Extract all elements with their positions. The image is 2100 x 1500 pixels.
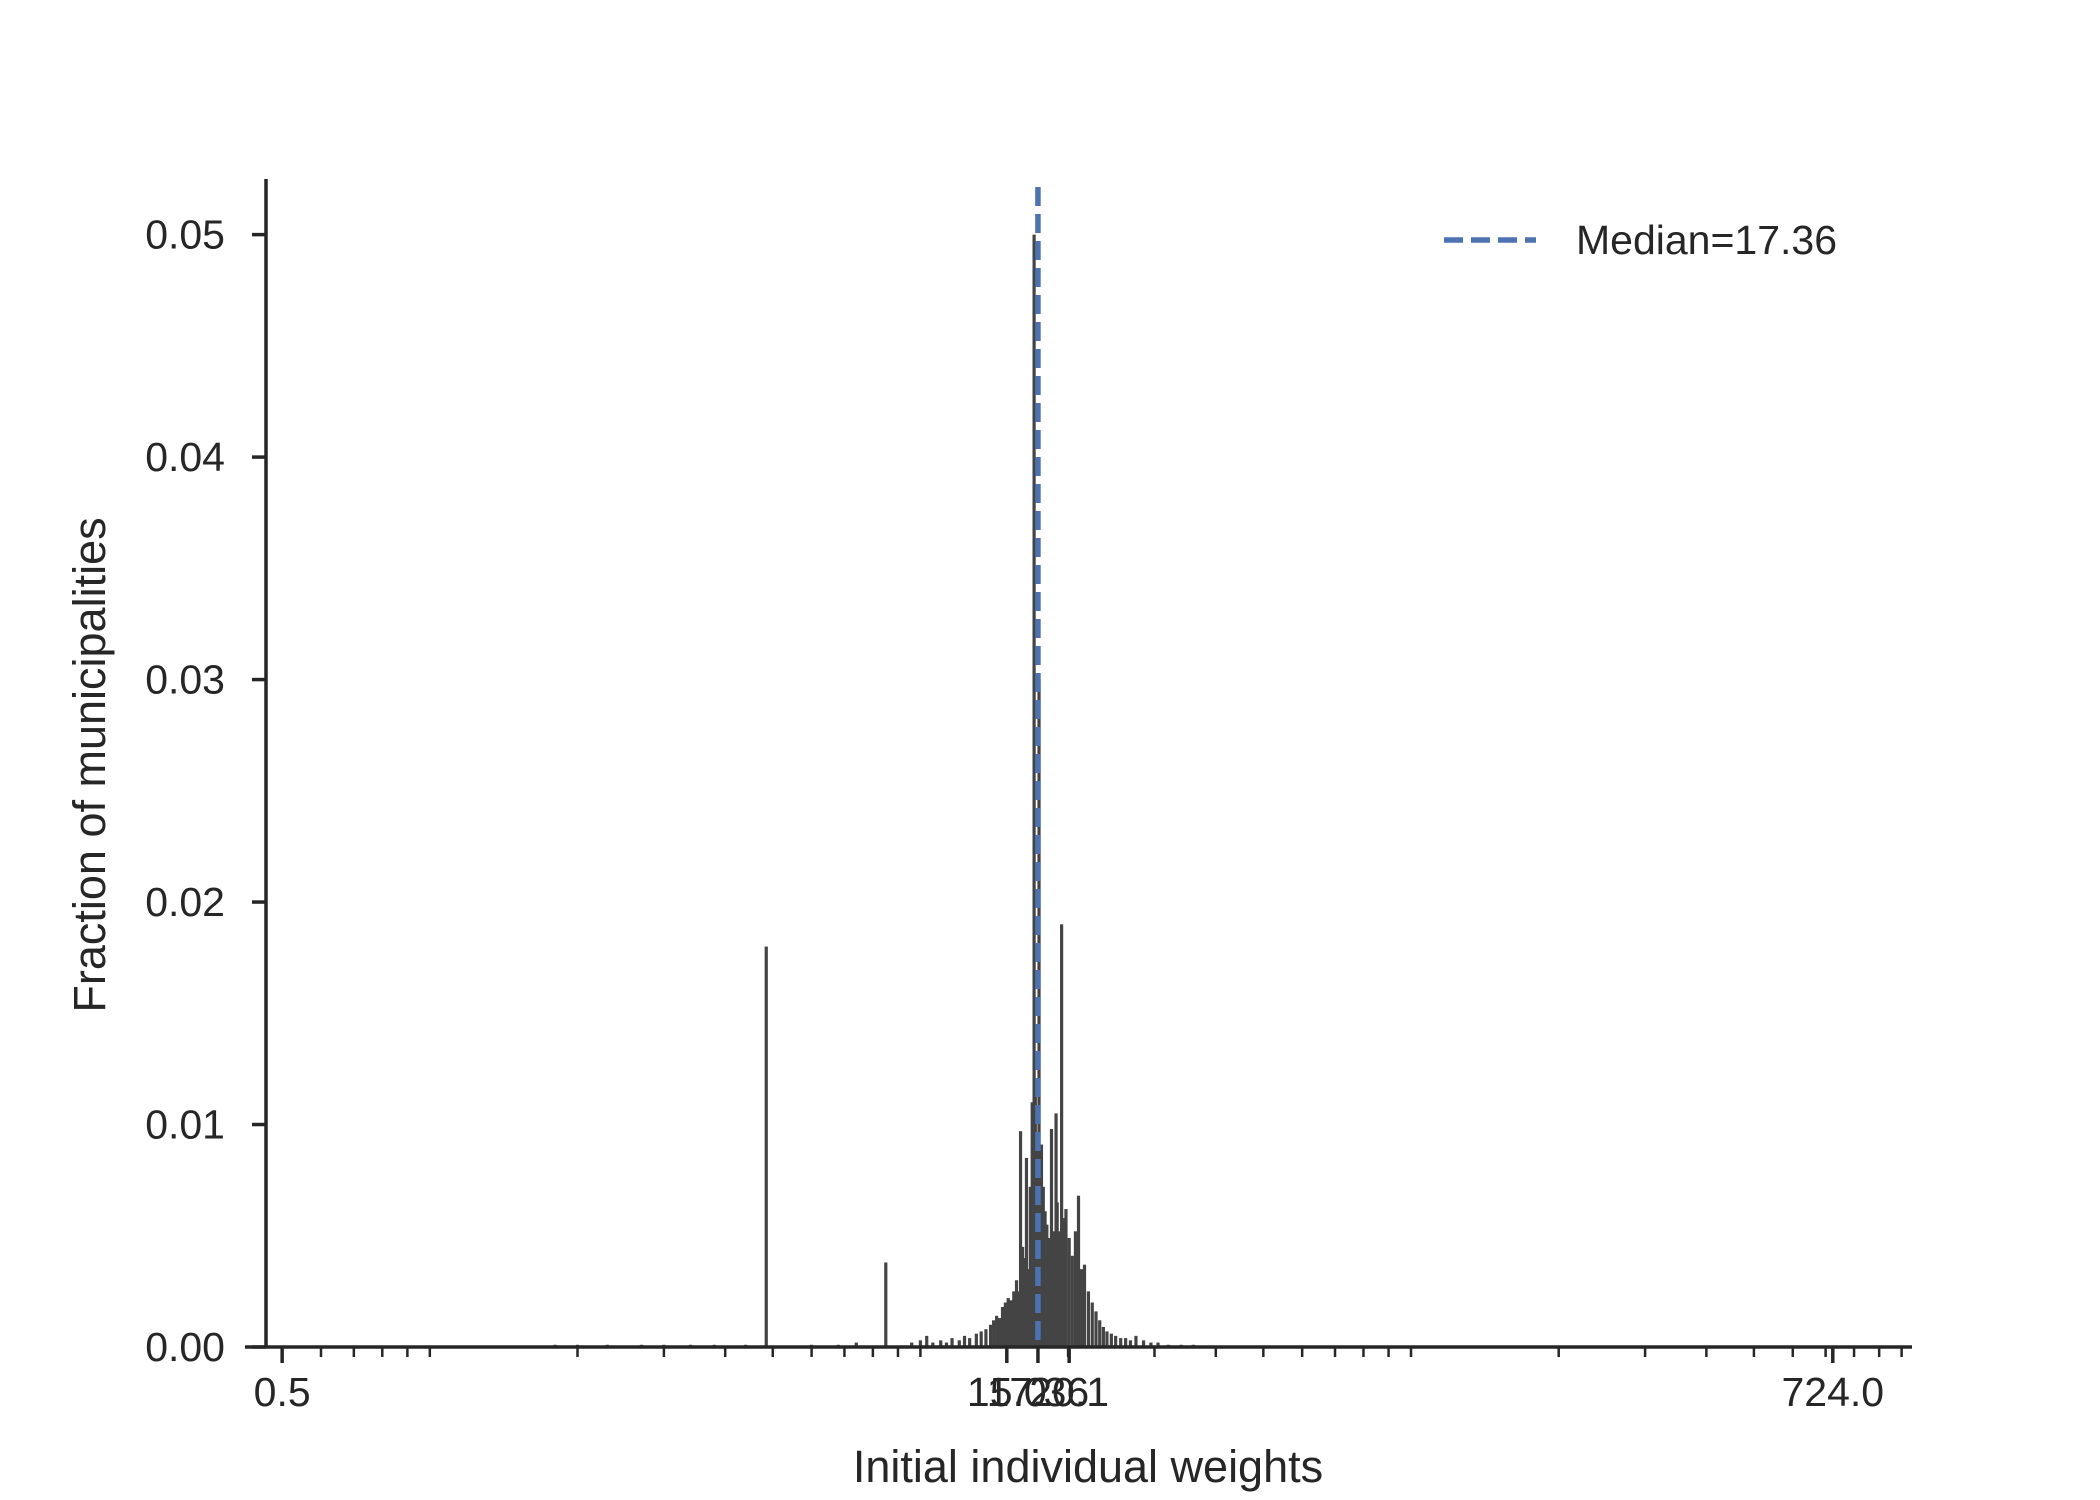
histogram-bar <box>931 1342 935 1347</box>
histogram-bar <box>1101 1326 1105 1347</box>
x-axis-label: Initial individual weights <box>853 1441 1323 1492</box>
y-tick-label: 0.04 <box>145 434 225 480</box>
histogram-bar <box>1124 1338 1128 1347</box>
histogram-bar <box>1043 1211 1047 1347</box>
histogram-bar <box>984 1329 988 1347</box>
histogram-bar <box>957 1340 961 1347</box>
histogram-bar <box>854 1342 858 1347</box>
x-minor-ticks <box>280 1347 1903 1357</box>
histogram-bar <box>1128 1340 1133 1347</box>
histogram-bar <box>962 1335 967 1347</box>
histogram-bar <box>1055 1202 1059 1347</box>
histogram-bar <box>1070 1255 1074 1347</box>
histogram-bar <box>1064 1209 1068 1347</box>
histogram-bar <box>1009 1300 1013 1347</box>
histogram-bar <box>1114 1335 1118 1347</box>
histogram-bar <box>1047 1237 1051 1347</box>
histogram-bar <box>992 1320 996 1347</box>
histogram-bar <box>925 1335 929 1347</box>
x-tick-label: 0.5 <box>254 1369 311 1415</box>
histogram-bar <box>1049 1128 1054 1347</box>
histogram-bar <box>1060 924 1064 1347</box>
histogram-bar <box>939 1340 943 1347</box>
histogram-bar <box>918 1340 923 1347</box>
histogram-bar <box>1062 1217 1066 1347</box>
histogram-bar <box>968 1338 972 1347</box>
histogram-bar <box>1020 1246 1025 1347</box>
histogram-bar <box>764 946 768 1347</box>
histogram-bar <box>950 1338 954 1347</box>
histogram-bar <box>1067 1237 1071 1347</box>
histogram-bar <box>1028 1186 1032 1347</box>
histogram-bar <box>1039 1144 1044 1347</box>
y-tick-label: 0.05 <box>145 212 225 258</box>
histogram-bar <box>1098 1320 1102 1347</box>
histogram-bar <box>1045 1224 1049 1347</box>
histogram-bar <box>1119 1338 1123 1347</box>
histogram-bar <box>979 1331 983 1347</box>
x-tick-label: 724.0 <box>1781 1369 1884 1415</box>
histogram-bar <box>1052 1231 1056 1347</box>
histogram-bar <box>1041 1186 1045 1347</box>
histogram-bar <box>1105 1331 1109 1347</box>
histogram-bar <box>997 1318 1002 1347</box>
histogram-bar <box>1079 1269 1084 1347</box>
legend: Median=17.36 <box>1444 217 1837 263</box>
y-ticks: 0.00 0.01 0.02 0.03 0.04 0.05 <box>145 212 266 1370</box>
histogram-bar <box>1032 234 1036 1347</box>
y-tick-label: 0.02 <box>145 879 225 925</box>
histogram-bar <box>1090 1302 1094 1347</box>
histogram-bar <box>1024 1157 1029 1347</box>
x-tick-label: 15.0 <box>967 1369 1047 1415</box>
histogram-bar <box>884 1262 888 1347</box>
histogram-bar <box>1073 1231 1078 1347</box>
histogram-bar <box>974 1333 978 1347</box>
x-tick-label: 20.1 <box>1029 1369 1109 1415</box>
histogram-bar <box>1149 1342 1153 1347</box>
histogram-bar <box>995 1315 999 1347</box>
histogram-bar <box>1086 1291 1091 1347</box>
histogram-bar <box>1016 1291 1021 1347</box>
y-tick-label: 0.03 <box>145 657 225 703</box>
histogram-bar <box>910 1342 914 1347</box>
histogram-bar <box>1000 1306 1005 1347</box>
histogram-bar <box>1012 1291 1016 1347</box>
histogram-bar <box>1026 1269 1031 1347</box>
histogram-bar <box>1156 1342 1160 1347</box>
histogram-bar <box>1003 1302 1007 1347</box>
histogram-bar <box>1094 1311 1098 1347</box>
y-axis-label: Fraction of municipalities <box>64 517 115 1012</box>
axes: 0.00 0.01 0.02 0.03 0.04 0.05 0.5 15.017.3620.… <box>145 179 1912 1415</box>
histogram-bar <box>1141 1340 1146 1347</box>
histogram-bars <box>553 234 1195 1347</box>
histogram-bar <box>1022 1258 1027 1347</box>
y-tick-label: 0.01 <box>145 1102 225 1148</box>
histogram-bar <box>988 1324 993 1347</box>
histogram-bar <box>1014 1280 1019 1347</box>
histogram-bar <box>1134 1335 1138 1347</box>
x-tick-label: 17.36 <box>987 1369 1090 1415</box>
legend-median-label: Median=17.36 <box>1576 217 1837 263</box>
histogram-bar <box>1018 1131 1023 1347</box>
histogram-bar <box>1076 1195 1081 1347</box>
y-tick-label: 0.00 <box>145 1324 225 1370</box>
histogram-bar <box>944 1342 949 1347</box>
histogram-bar <box>1082 1264 1087 1347</box>
histogram-bar <box>1006 1298 1010 1347</box>
histogram-bar <box>1109 1333 1113 1347</box>
histogram-bar <box>1057 1231 1062 1347</box>
